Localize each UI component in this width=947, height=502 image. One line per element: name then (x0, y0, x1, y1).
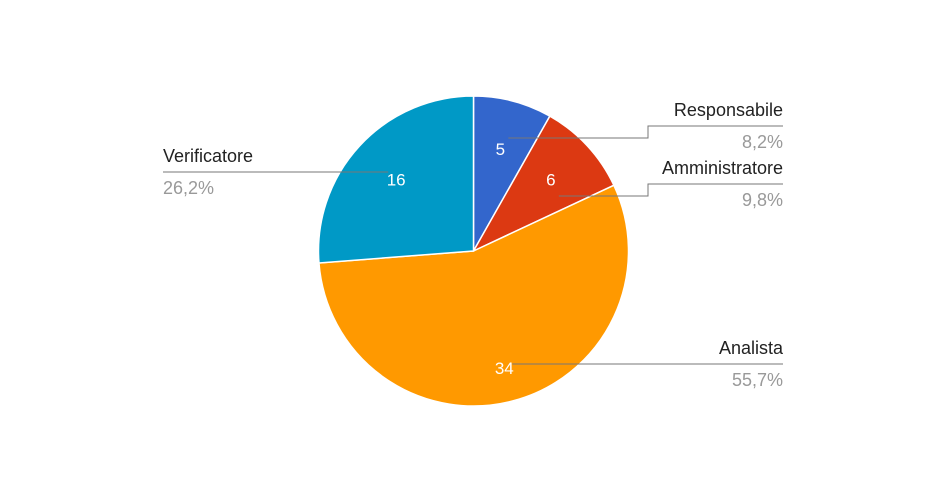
slice-value-amministratore: 6 (546, 170, 555, 189)
slices-layer (317, 95, 630, 407)
pie-slice-analista[interactable] (318, 184, 630, 407)
slice-label-analista: Analista (719, 338, 784, 358)
slice-label-responsabile: Responsabile (674, 100, 783, 120)
slice-percent-verificatore: 26,2% (163, 178, 214, 198)
slice-value-responsabile: 5 (496, 140, 505, 159)
slice-percent-amministratore: 9,8% (742, 190, 783, 210)
leader-line-amministratore (558, 183, 783, 197)
slice-value-analista: 34 (495, 359, 514, 378)
slice-value-verificatore: 16 (387, 170, 406, 189)
slice-percent-analista: 55,7% (732, 370, 783, 390)
slice-label-amministratore: Amministratore (662, 158, 783, 178)
slice-labels-layer: Responsabile 8,2% Amministratore 9,8% Analis… (163, 100, 784, 390)
slice-values-layer: 5 6 34 16 (387, 140, 556, 378)
slice-percent-responsabile: 8,2% (742, 132, 783, 152)
pie-slice-amministratore[interactable] (471, 115, 615, 253)
slice-label-verificatore: Verificatore (163, 146, 253, 166)
leader-line-responsabile (508, 125, 783, 139)
pie-slice-verificatore[interactable] (317, 95, 475, 264)
leader-lines-layer (163, 125, 783, 365)
